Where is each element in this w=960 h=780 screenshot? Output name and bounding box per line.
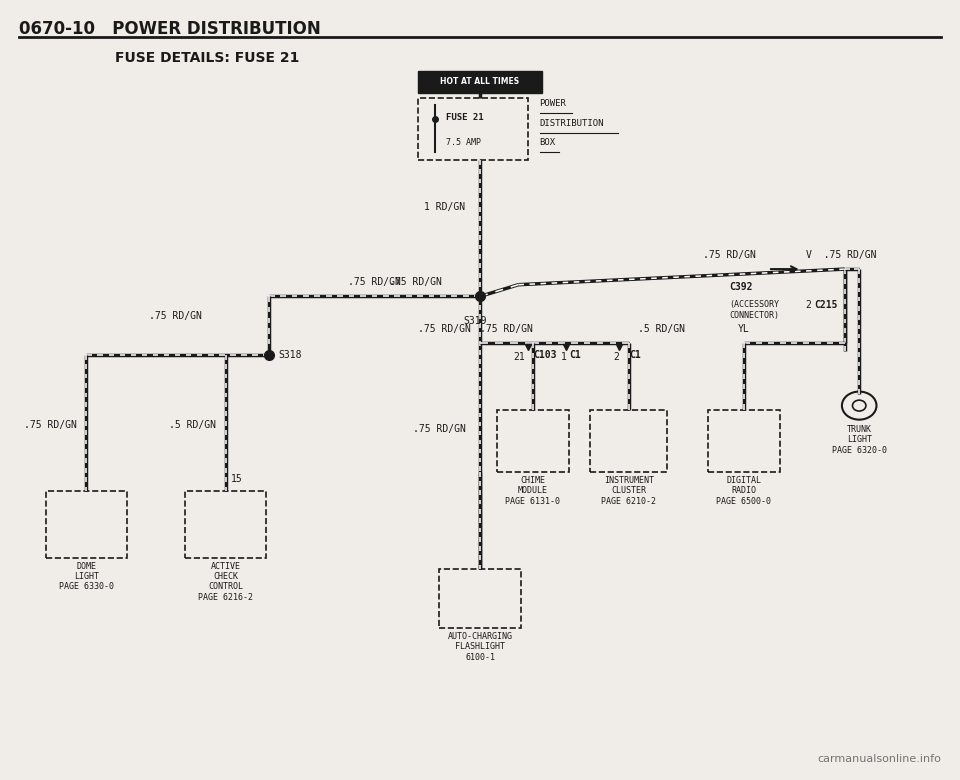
Text: carmanualsonline.info: carmanualsonline.info xyxy=(817,754,941,764)
Text: C1: C1 xyxy=(569,350,581,360)
Text: .75 RD/GN: .75 RD/GN xyxy=(389,277,442,287)
Bar xyxy=(45,491,127,558)
Text: 1: 1 xyxy=(561,353,566,362)
Text: 1 RD/GN: 1 RD/GN xyxy=(424,202,466,211)
Text: S319: S319 xyxy=(464,316,487,326)
Text: C1: C1 xyxy=(629,350,640,360)
Text: HOT AT ALL TIMES: HOT AT ALL TIMES xyxy=(441,77,519,87)
Text: .75 RD/GN: .75 RD/GN xyxy=(418,324,470,334)
Text: V  .75 RD/GN: V .75 RD/GN xyxy=(806,250,876,260)
Text: 21: 21 xyxy=(514,353,525,362)
Bar xyxy=(184,491,266,558)
Text: .75 RD/GN: .75 RD/GN xyxy=(24,420,77,430)
Text: C392: C392 xyxy=(730,282,753,292)
Text: .5 RD/GN: .5 RD/GN xyxy=(169,420,216,430)
Bar xyxy=(590,410,667,472)
Text: C103: C103 xyxy=(533,350,556,360)
Text: 15: 15 xyxy=(230,473,242,484)
Text: DISTRIBUTION: DISTRIBUTION xyxy=(540,119,604,128)
Text: 2: 2 xyxy=(613,353,619,362)
Text: BOX: BOX xyxy=(540,138,556,147)
Bar xyxy=(497,410,568,472)
Bar xyxy=(418,71,542,93)
Text: .5 RD/GN: .5 RD/GN xyxy=(638,324,685,334)
Text: .75 RD/GN: .75 RD/GN xyxy=(703,250,756,260)
Bar xyxy=(418,98,528,160)
Text: YL: YL xyxy=(738,324,750,334)
Bar xyxy=(440,569,520,628)
Text: .75 RD/GN: .75 RD/GN xyxy=(413,424,466,434)
Text: INSTRUMENT
CLUSTER
PAGE 6210-2: INSTRUMENT CLUSTER PAGE 6210-2 xyxy=(601,476,657,505)
Text: 0670-10   POWER DISTRIBUTION: 0670-10 POWER DISTRIBUTION xyxy=(19,20,321,37)
Text: C215: C215 xyxy=(814,300,837,310)
Text: DIGITAL
RADIO
PAGE 6500-0: DIGITAL RADIO PAGE 6500-0 xyxy=(716,476,772,505)
Text: S318: S318 xyxy=(278,350,301,360)
Text: 7.5 AMP: 7.5 AMP xyxy=(446,138,481,147)
Text: AUTO-CHARGING
FLASHLIGHT
6100-1: AUTO-CHARGING FLASHLIGHT 6100-1 xyxy=(447,632,513,661)
Text: 2: 2 xyxy=(805,300,811,310)
Text: .75 RD/GN: .75 RD/GN xyxy=(480,324,533,334)
Text: .75 RD/GN: .75 RD/GN xyxy=(149,311,202,321)
Text: CHIME
MODULE
PAGE 6131-0: CHIME MODULE PAGE 6131-0 xyxy=(505,476,561,505)
Text: FUSE DETAILS: FUSE 21: FUSE DETAILS: FUSE 21 xyxy=(115,51,300,65)
Text: POWER: POWER xyxy=(540,99,566,108)
Text: DOME
LIGHT
PAGE 6330-0: DOME LIGHT PAGE 6330-0 xyxy=(59,562,114,591)
Text: FUSE 21: FUSE 21 xyxy=(446,113,484,122)
Text: TRUNK
LIGHT
PAGE 6320-0: TRUNK LIGHT PAGE 6320-0 xyxy=(831,425,887,455)
Text: ACTIVE
CHECK
CONTROL
PAGE 6216-2: ACTIVE CHECK CONTROL PAGE 6216-2 xyxy=(198,562,253,602)
Text: .75 RD/GN: .75 RD/GN xyxy=(348,277,401,287)
Text: (ACCESSORY
CONNECTOR): (ACCESSORY CONNECTOR) xyxy=(730,300,780,320)
Bar xyxy=(708,410,780,472)
